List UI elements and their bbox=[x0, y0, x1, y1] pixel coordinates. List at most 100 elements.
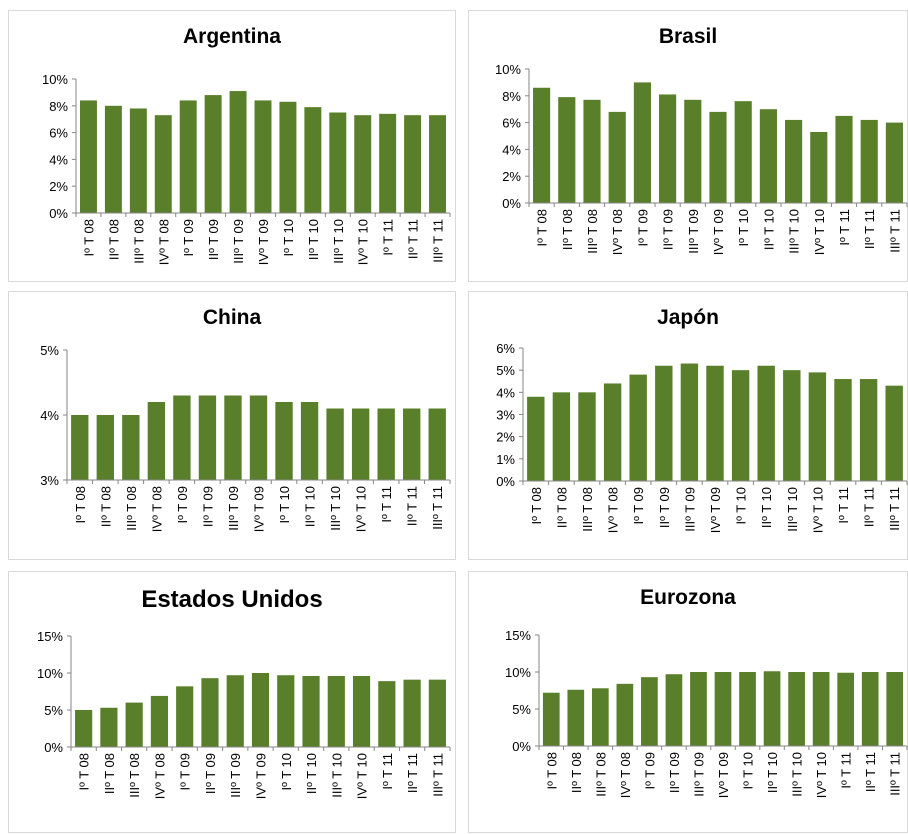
x-tick-label: IVº T 10 bbox=[356, 219, 371, 265]
bar bbox=[578, 392, 596, 481]
x-tick-label: IIº T 11 bbox=[863, 752, 878, 792]
bar bbox=[150, 695, 169, 747]
bar bbox=[404, 115, 422, 213]
x-tick-label: IIIº T 09 bbox=[686, 209, 701, 254]
y-tick-label: 3% bbox=[496, 408, 515, 423]
bar bbox=[680, 363, 699, 481]
bar bbox=[709, 111, 727, 203]
x-tick-label: Iº T 09 bbox=[175, 486, 190, 524]
x-tick-label: IVº T 08 bbox=[149, 486, 164, 532]
bar bbox=[96, 415, 114, 480]
x-tick-label: IIº T 08 bbox=[569, 752, 584, 793]
bar bbox=[583, 99, 601, 203]
y-tick-label: 8% bbox=[49, 99, 68, 114]
x-tick-label: IIº T 09 bbox=[200, 486, 215, 527]
x-tick-label: Iº T 10 bbox=[736, 209, 751, 247]
x-tick-label: IIIº T 10 bbox=[785, 487, 800, 532]
x-tick-label: Iº T 11 bbox=[839, 752, 854, 789]
x-tick-label: IIIº T 08 bbox=[127, 753, 142, 798]
x-tick-label: IIIº T 08 bbox=[124, 486, 139, 531]
bar bbox=[542, 692, 560, 746]
bar bbox=[428, 679, 446, 747]
y-tick-label: 2% bbox=[496, 430, 515, 445]
x-tick-label: Iº T 08 bbox=[73, 486, 88, 524]
y-tick-label: 6% bbox=[502, 116, 521, 131]
x-tick-label: Iº T 08 bbox=[544, 752, 559, 790]
x-tick-label: IVº T 08 bbox=[156, 219, 171, 265]
x-tick-label: Iº T 10 bbox=[734, 487, 749, 525]
bar-chart-brasil: 0% 2% 4% 6% 8% 10% Iº T 08 IIº T 08 IIIº T 08 IVº… bbox=[495, 62, 908, 255]
bar bbox=[104, 105, 122, 213]
bar-chart-argentina: 0% 2% 4% 6% 8% 10% Iº T 08 IIº T 08 IIIº T 08 IVº… bbox=[42, 72, 451, 265]
bar bbox=[122, 415, 140, 480]
x-tick-label: IIº T 11 bbox=[405, 486, 420, 526]
chart-panel-argentina: Argentina 0% 2% 4% 6% 8% 10% Iº T 08 IIº T 08 III… bbox=[8, 10, 456, 282]
x-tick-label: IVº T 10 bbox=[354, 486, 369, 532]
bar bbox=[329, 112, 347, 213]
bar bbox=[71, 415, 89, 480]
x-tick-label: IIº T 10 bbox=[759, 487, 774, 528]
bar-chart-china: 3% 4% 5% Iº T 08 IIº T 08 IIIº T 08 IVº T 08 Iº… bbox=[40, 343, 451, 532]
bar bbox=[173, 395, 191, 480]
bar bbox=[354, 115, 372, 213]
x-tick-label: IVº T 09 bbox=[711, 209, 726, 255]
y-tick-label: 10% bbox=[42, 72, 68, 87]
bar bbox=[567, 689, 585, 746]
x-tick-label: IIIº T 09 bbox=[231, 219, 246, 264]
bar bbox=[810, 131, 828, 203]
chart-title: China bbox=[202, 306, 262, 329]
x-tick-label: IVº T 10 bbox=[810, 487, 825, 533]
bar bbox=[201, 678, 219, 747]
bar bbox=[690, 672, 707, 746]
bar bbox=[224, 395, 242, 480]
y-tick-label: 0% bbox=[496, 474, 515, 489]
chart-title: Eurozona bbox=[640, 586, 736, 609]
x-tick-label: IIIº T 08 bbox=[580, 487, 595, 532]
bar bbox=[147, 402, 166, 480]
bar bbox=[591, 688, 609, 746]
y-tick-label: 5% bbox=[44, 703, 63, 718]
bar bbox=[351, 408, 370, 480]
bar bbox=[428, 408, 446, 480]
x-tick-label: IIIº T 08 bbox=[585, 209, 600, 254]
x-tick-label: Iº T 10 bbox=[277, 486, 292, 524]
y-tick-label: 5% bbox=[40, 343, 59, 358]
bar bbox=[75, 710, 93, 747]
x-tick-label: IIº T 08 bbox=[98, 486, 113, 527]
x-tick-label: IIº T 09 bbox=[657, 487, 672, 528]
y-tick-label: 10% bbox=[505, 665, 531, 680]
bar bbox=[429, 115, 447, 213]
bar bbox=[302, 675, 320, 747]
chart-panel-china: China 3% 4% 5% Iº T 08 IIº T 08 IIIº T 08 IVº T… bbox=[8, 291, 456, 560]
bar bbox=[706, 365, 724, 481]
y-tick-label: 15% bbox=[37, 629, 63, 644]
x-tick-label: Iº T 10 bbox=[281, 219, 296, 257]
x-tick-label: Iº T 08 bbox=[535, 209, 550, 247]
x-tick-label: IIIº T 11 bbox=[430, 486, 445, 530]
x-tick-label: IIº T 11 bbox=[862, 209, 877, 249]
x-tick-label: IIIº T 11 bbox=[430, 753, 445, 797]
x-tick-label: IIº T 10 bbox=[765, 752, 780, 793]
bar bbox=[204, 95, 222, 213]
y-tick-label: 3% bbox=[40, 473, 59, 488]
x-tick-label: IIº T 08 bbox=[102, 753, 117, 794]
x-tick-label: Iº T 11 bbox=[381, 219, 396, 256]
bar bbox=[552, 392, 571, 481]
chart-title: Argentina bbox=[182, 25, 281, 48]
x-tick-label: IIº T 10 bbox=[304, 753, 319, 794]
bar bbox=[885, 385, 903, 481]
y-tick-label: 4% bbox=[496, 385, 515, 400]
x-tick-label: Iº T 08 bbox=[529, 487, 544, 525]
bar bbox=[327, 675, 345, 747]
y-tick-label: 2% bbox=[502, 169, 521, 184]
bar bbox=[684, 99, 702, 203]
bar bbox=[377, 408, 395, 480]
bar bbox=[734, 101, 752, 203]
y-tick-label: 6% bbox=[49, 126, 68, 141]
bar bbox=[763, 671, 781, 746]
x-tick-label: Iº T 09 bbox=[631, 487, 646, 525]
bar-chart-japon: 0% 1% 2% 3% 4% 5% 6% Iº T 08 IIº T 08 IIIº T 08 IV… bbox=[496, 341, 908, 533]
x-tick-label: IIIº T 10 bbox=[787, 209, 802, 254]
x-tick-label: IIIº T 11 bbox=[888, 752, 903, 796]
y-tick-label: 8% bbox=[502, 89, 521, 104]
